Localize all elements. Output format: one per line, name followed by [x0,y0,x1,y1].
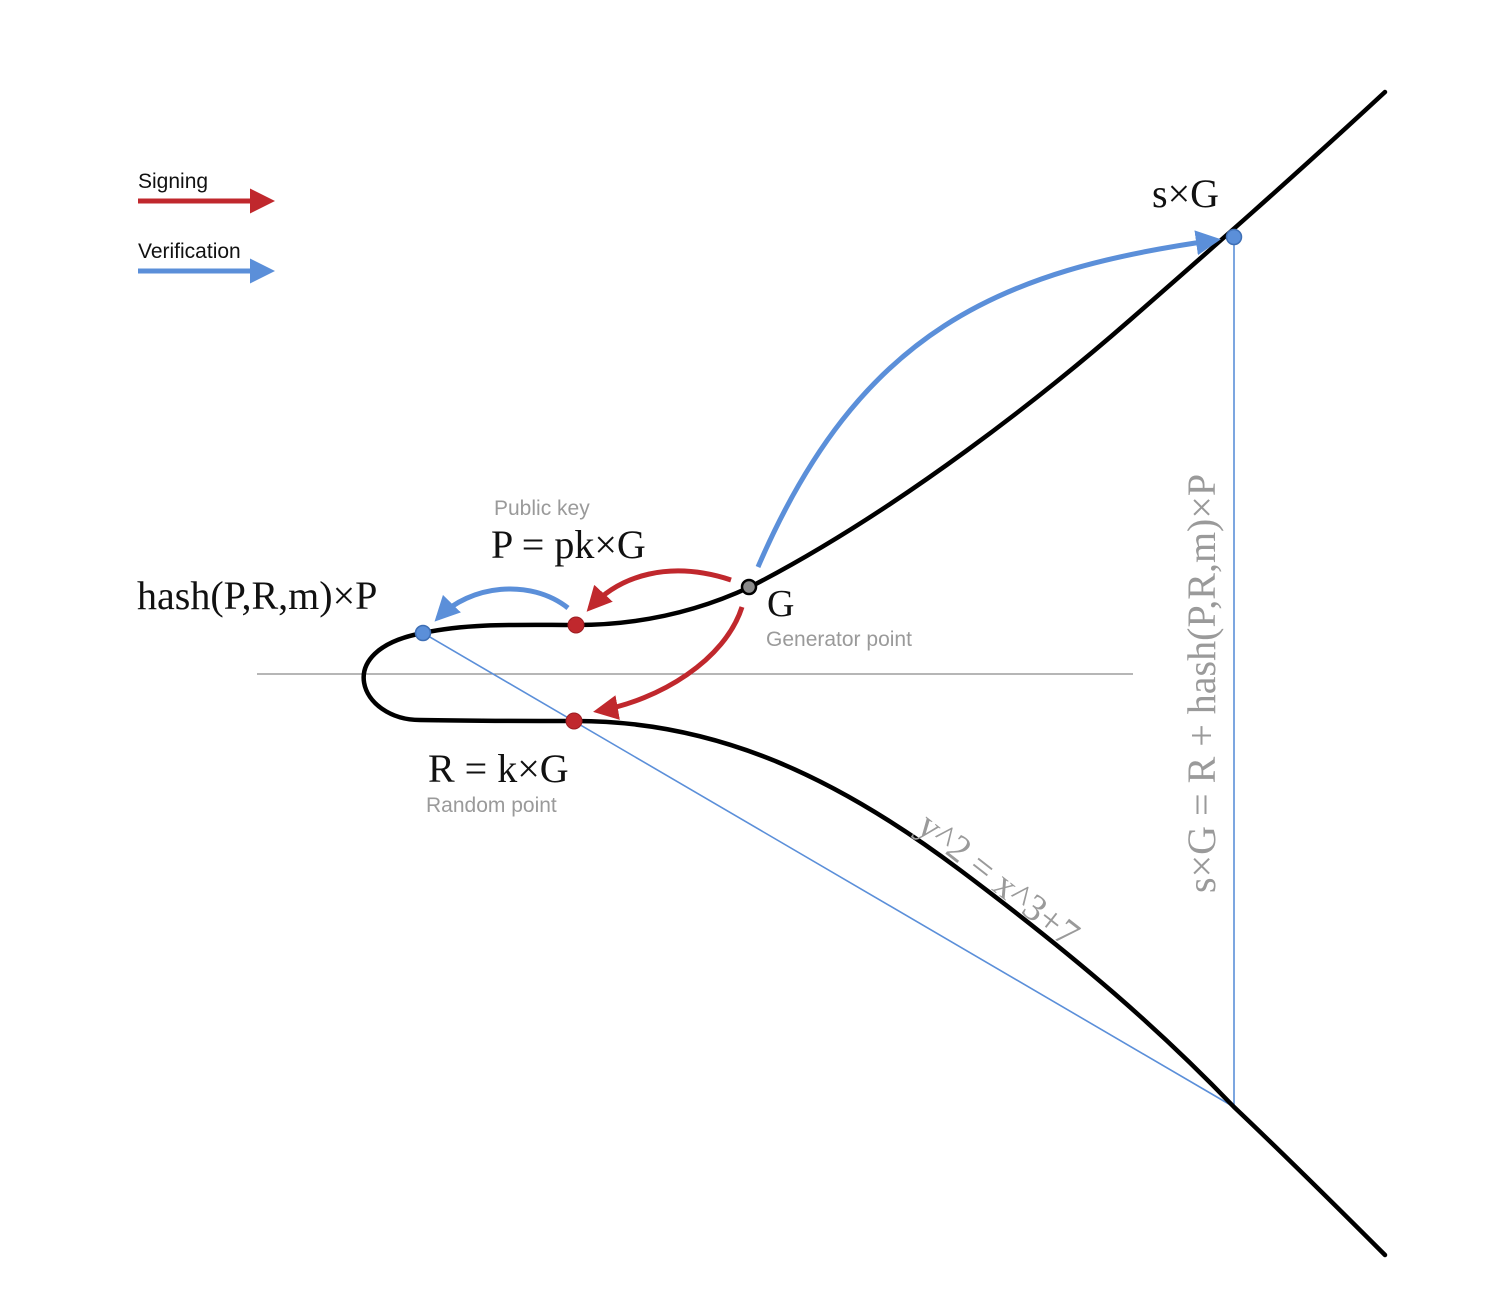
legend-signing-label: Signing [138,170,208,193]
chord-line [422,632,1235,1108]
signing-arrow-to-random-point [593,606,745,720]
point-hash [414,624,432,642]
legend-verification-label: Verification [138,240,241,263]
verification-arrow-to-sG [755,230,1221,568]
point-sG [1225,228,1243,246]
verification-arrow-to-hash-point [434,586,570,622]
sG-label: s×G [1152,171,1219,216]
signing-arrow-to-public-key [586,568,732,612]
public-key-label: P = pk×G [491,522,646,567]
elliptic-curve [361,89,1388,1258]
point-public-key [567,616,585,634]
G-label: G [767,583,794,625]
G-caption: Generator point [766,628,912,651]
random-point-label: R = k×G [428,746,569,791]
point-random [565,712,583,730]
public-key-caption: Public key [494,497,590,520]
hash-point-label: hash(P,R,m)×P [137,573,377,618]
verification-equation: s×G = R + hash(P,R,m)×P [1179,474,1224,893]
random-point-caption: Random point [426,794,557,817]
point-G [740,578,758,596]
